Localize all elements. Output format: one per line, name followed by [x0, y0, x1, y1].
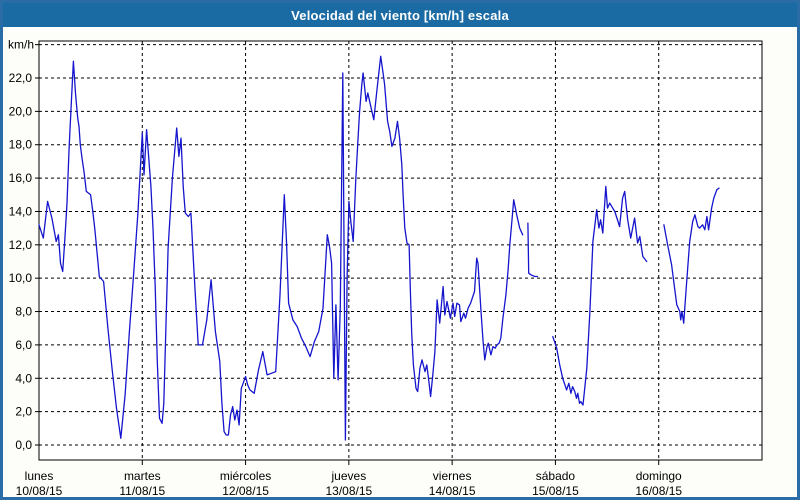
day-date-label: 14/08/15 [429, 484, 476, 497]
plot-frame [38, 40, 763, 461]
y-tick-label: 10,0 [9, 271, 33, 285]
day-date-label: 15/08/15 [532, 484, 579, 497]
day-date-label: 11/08/15 [119, 484, 165, 497]
y-tick-label: 6,0 [15, 338, 32, 352]
x-axis-grid [141, 41, 660, 465]
day-name-label: martes [124, 469, 161, 483]
y-tick-label: 12,0 [9, 238, 33, 252]
y-axis-unit-label: km/h [8, 38, 34, 52]
y-tick-label: 2,0 [15, 405, 32, 419]
window-title-bar: Velocidad del viento [km/h] escala [3, 3, 797, 27]
y-tick-label: 22,0 [9, 71, 33, 85]
y-tick-label: 16,0 [9, 171, 33, 185]
y-tick-label: 14,0 [9, 204, 33, 218]
day-date-label: 12/08/15 [222, 484, 269, 497]
plot-area [39, 41, 762, 460]
day-date-label: 13/08/15 [325, 484, 372, 497]
day-date-label: 10/08/15 [16, 484, 63, 497]
day-name-label: miércoles [220, 469, 271, 483]
day-name-label: jueves [331, 469, 367, 483]
y-tick-label: 4,0 [15, 371, 32, 385]
y-tick-label: 20,0 [9, 104, 33, 118]
window-title: Velocidad del viento [km/h] escala [291, 7, 509, 23]
day-name-label: sábado [536, 469, 576, 483]
day-name-label: lunes [25, 469, 54, 483]
y-tick-label: 18,0 [9, 138, 33, 152]
day-name-label: viernes [433, 469, 472, 483]
day-name-label: domingo [636, 469, 682, 483]
wind-speed-chart-canvas: 0,0 2,0 4,0 6,0 8,0 10,0 12,0 14,0 16,0 18,0 20,0 2… [8, 38, 763, 497]
wind-speed-line [38, 55, 720, 441]
day-date-label: 16/08/15 [635, 484, 682, 497]
y-tick-label: 0,0 [15, 438, 32, 452]
y-tick-label: 8,0 [15, 305, 32, 319]
wind-speed-chart: 0,0 2,0 4,0 6,0 8,0 10,0 12,0 14,0 16,0 18,0 20,0 2… [3, 27, 797, 497]
